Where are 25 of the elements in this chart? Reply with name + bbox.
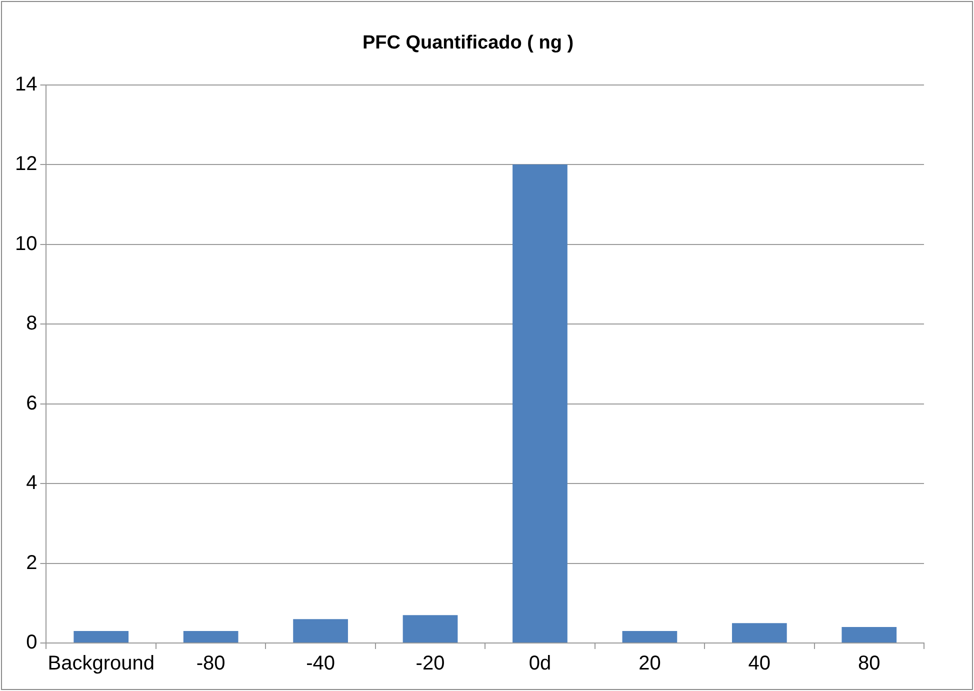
bar [183, 631, 238, 642]
bar [293, 619, 348, 642]
y-tick-label: 0 [26, 632, 38, 654]
bar [402, 615, 458, 642]
y-tick-label: 12 [14, 153, 38, 176]
x-tick-label: Background [48, 652, 154, 675]
y-tick-label: 14 [14, 73, 38, 96]
x-tick-label: 40 [748, 652, 771, 675]
y-tick-label: 8 [26, 312, 38, 335]
x-tick-label: -80 [196, 652, 226, 675]
bar [732, 623, 787, 642]
chart-title: PFC Quantificado ( ng ) [362, 32, 574, 54]
bar [622, 631, 678, 642]
x-tick-label: 20 [638, 652, 661, 675]
y-tick-label: 6 [26, 392, 38, 414]
bar [512, 164, 568, 642]
x-tick-label: -20 [416, 652, 445, 675]
bar [74, 631, 129, 642]
y-tick-label: 4 [26, 472, 38, 494]
x-tick-label: 0d [528, 652, 552, 675]
x-tick-label: 80 [858, 652, 880, 675]
y-tick-label: 10 [14, 232, 38, 255]
x-tick-label: -40 [306, 652, 335, 675]
y-tick-label: 2 [26, 552, 38, 574]
bar [842, 627, 897, 642]
